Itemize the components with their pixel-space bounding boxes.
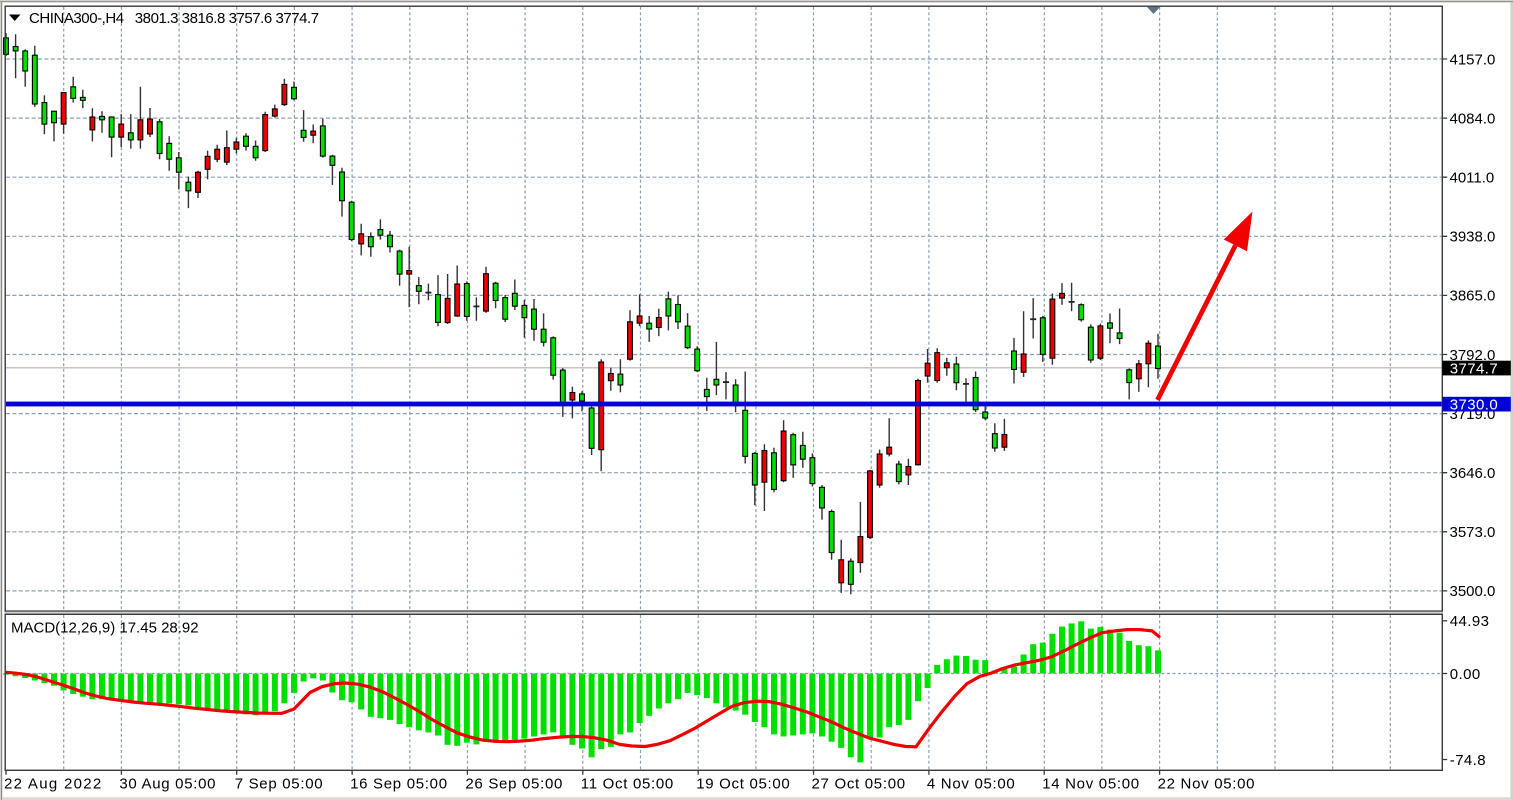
svg-text:3730.0: 3730.0 (1450, 396, 1498, 413)
svg-text:-74.8: -74.8 (1450, 752, 1486, 769)
svg-text:4157.0: 4157.0 (1450, 51, 1496, 68)
svg-text:14 Nov 05:00: 14 Nov 05:00 (1042, 776, 1140, 793)
svg-text:27 Oct 05:00: 27 Oct 05:00 (812, 776, 906, 793)
svg-text:4084.0: 4084.0 (1450, 110, 1496, 127)
svg-text:CHINA300-,H4 3801.3 3816.8 3: CHINA300-,H4 3801.3 3816.8 3757.6 3774.7 (29, 10, 319, 27)
svg-text:26 Sep 05:00: 26 Sep 05:00 (465, 776, 563, 793)
svg-text:3938.0: 3938.0 (1450, 229, 1496, 246)
svg-text:3573.0: 3573.0 (1450, 524, 1496, 541)
svg-text:3500.0: 3500.0 (1450, 583, 1496, 600)
svg-text:22 Aug 2022: 22 Aug 2022 (4, 776, 103, 793)
svg-text:11 Oct 05:00: 11 Oct 05:00 (581, 776, 674, 793)
svg-text:MACD(12,26,9) 17.45 28.92: MACD(12,26,9) 17.45 28.92 (11, 620, 199, 637)
svg-text:44.93: 44.93 (1450, 613, 1490, 630)
svg-text:7 Sep 05:00: 7 Sep 05:00 (235, 776, 324, 793)
svg-text:4 Nov 05:00: 4 Nov 05:00 (927, 776, 1016, 793)
svg-text:3792.0: 3792.0 (1450, 347, 1496, 364)
svg-text:22 Nov 05:00: 22 Nov 05:00 (1158, 776, 1256, 793)
svg-text:30 Aug 05:00: 30 Aug 05:00 (119, 776, 216, 793)
svg-text:4011.0: 4011.0 (1450, 170, 1495, 187)
svg-text:0.00: 0.00 (1450, 666, 1481, 683)
svg-text:16 Sep 05:00: 16 Sep 05:00 (350, 776, 448, 793)
svg-text:3774.7: 3774.7 (1450, 360, 1498, 377)
svg-text:19 Oct 05:00: 19 Oct 05:00 (696, 776, 790, 793)
svg-text:3865.0: 3865.0 (1450, 288, 1496, 305)
svg-text:3646.0: 3646.0 (1450, 465, 1496, 482)
